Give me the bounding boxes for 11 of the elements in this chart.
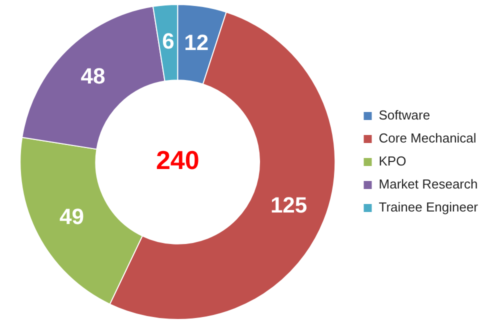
legend-label: Core Mechanical	[378, 130, 476, 146]
data-label: 48	[80, 63, 106, 88]
legend-label: Software	[378, 108, 430, 123]
legend-label: KPO	[378, 154, 406, 169]
legend-label: Trainee Engineer	[378, 200, 479, 215]
legend-label: Market Research	[378, 176, 478, 192]
data-label: 12	[184, 30, 209, 55]
text: 240	[156, 145, 200, 176]
data-label: 125	[270, 192, 308, 218]
data-label: 6	[162, 28, 174, 54]
data-label: 49	[59, 204, 84, 229]
